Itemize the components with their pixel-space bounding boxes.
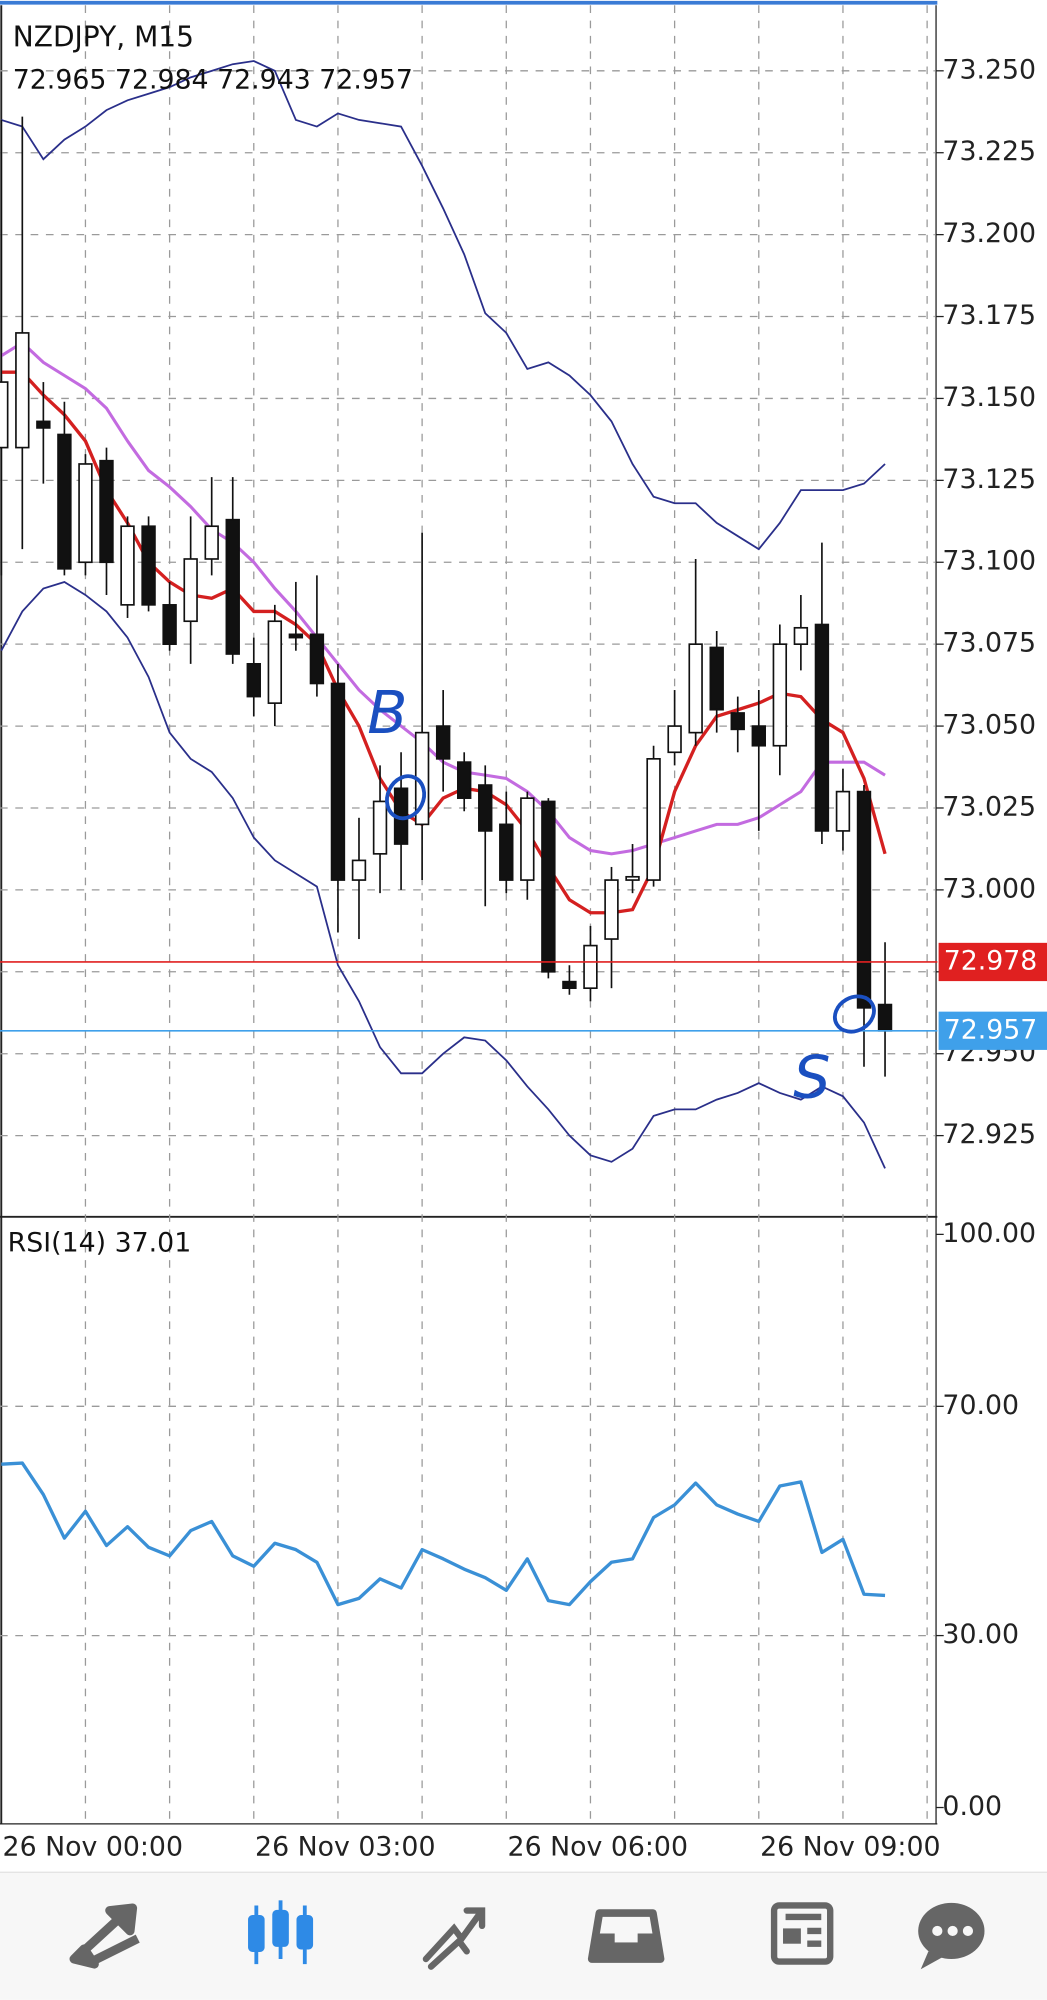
candle-body xyxy=(141,525,156,606)
candle-body xyxy=(162,604,177,645)
candle-body xyxy=(36,420,51,429)
y-tick-label: 73.175 xyxy=(942,300,1036,331)
candle-body xyxy=(267,620,283,704)
x-tick-label: 26 Nov 03:00 xyxy=(255,1832,435,1863)
candle-body xyxy=(246,662,261,698)
candle-body xyxy=(604,879,619,940)
candle-body xyxy=(877,1003,893,1032)
y-tick-label: 0.00 xyxy=(942,1791,1002,1822)
hand-circle xyxy=(385,774,427,821)
nav-history[interactable] xyxy=(587,1909,665,1963)
candle-body xyxy=(57,433,72,570)
candle-body xyxy=(204,525,219,560)
open-value: 72.965 xyxy=(13,64,107,95)
y-tick-label: 73.000 xyxy=(942,873,1036,904)
y-tick-label: 73.225 xyxy=(942,136,1036,167)
high-value: 72.984 xyxy=(115,64,209,95)
candle-body xyxy=(0,381,9,449)
candle-body xyxy=(814,623,830,832)
candle-body xyxy=(541,800,556,973)
nav-quotes[interactable] xyxy=(69,1903,140,1969)
candle-body xyxy=(646,758,661,881)
rsi-name: RSI(14) xyxy=(8,1227,106,1258)
nav-trade[interactable] xyxy=(422,1907,486,1970)
price-label-box xyxy=(938,1011,1047,1050)
y-tick-label: 73.100 xyxy=(942,546,1036,577)
grid xyxy=(0,5,935,1824)
candle-body xyxy=(625,875,640,881)
y-tick-label: 73.150 xyxy=(942,382,1036,413)
candle-body xyxy=(183,558,198,623)
low-value: 72.943 xyxy=(217,64,311,95)
y-tick-label: 73.125 xyxy=(942,464,1036,495)
candle-body xyxy=(478,784,493,832)
y-tick-label: 73.025 xyxy=(942,791,1036,822)
candle-body xyxy=(709,646,724,711)
nav-bar xyxy=(0,1871,1047,2000)
nav-chat[interactable] xyxy=(918,1902,985,1970)
y-tick-label: 30.00 xyxy=(942,1619,1019,1650)
candle-body xyxy=(667,725,682,754)
price-label: 72.957 xyxy=(944,1014,1038,1045)
rsi-title: RSI(14) 37.01 xyxy=(8,1227,192,1258)
candle-body xyxy=(583,944,598,990)
x-tick-label: 26 Nov 00:00 xyxy=(3,1832,183,1863)
y-tick-label: 73.050 xyxy=(942,710,1036,741)
marks xyxy=(0,60,938,1607)
close-value: 72.957 xyxy=(319,64,413,95)
hand-annotation: S xyxy=(793,1044,830,1112)
candle-body xyxy=(288,633,304,639)
rsi-line xyxy=(1,1461,886,1607)
indicator-line xyxy=(1,60,886,551)
y-tick-label: 73.075 xyxy=(942,628,1036,659)
candle-body xyxy=(225,518,240,655)
candle-body xyxy=(793,626,809,645)
labels: NZDJPY, M15 72.965 72.984 72.943 72.957 … xyxy=(3,20,1047,1863)
candle-body xyxy=(330,682,346,881)
candle-body xyxy=(456,761,472,799)
candle-body xyxy=(78,463,93,564)
rsi-value: 37.01 xyxy=(115,1227,192,1258)
candle-body xyxy=(688,643,703,734)
candle-body xyxy=(499,823,514,881)
candle-body xyxy=(856,790,872,1009)
y-tick-label: 72.925 xyxy=(942,1119,1036,1150)
y-tick-label: 73.200 xyxy=(942,218,1036,249)
candle-body xyxy=(120,525,135,606)
price-label: 72.978 xyxy=(944,945,1038,976)
candle-body xyxy=(372,800,388,855)
candle-body xyxy=(435,725,451,760)
ohlc-readout: 72.965 72.984 72.943 72.957 xyxy=(13,64,413,95)
candle-body xyxy=(99,459,114,564)
y-tick-label: 73.250 xyxy=(942,54,1036,85)
y-tick-label: 70.00 xyxy=(942,1390,1019,1421)
hand-annotation: B xyxy=(367,679,407,747)
candle-body xyxy=(15,332,30,449)
candle-body xyxy=(835,790,851,832)
candle-body xyxy=(351,859,367,881)
y-tick-label: 100.00 xyxy=(942,1218,1036,1249)
hand-circle xyxy=(833,994,876,1034)
candle-body xyxy=(772,643,788,747)
candle-body xyxy=(520,797,535,881)
x-tick-label: 26 Nov 09:00 xyxy=(760,1832,940,1863)
nav-news[interactable] xyxy=(770,1902,834,1965)
candle-body xyxy=(309,633,325,685)
nav-background xyxy=(0,1872,1047,2000)
x-tick-label: 26 Nov 06:00 xyxy=(508,1832,688,1863)
candle-body xyxy=(751,725,766,747)
indicator-line xyxy=(0,580,886,1169)
price-label-box xyxy=(938,942,1047,982)
nav-chart[interactable] xyxy=(248,1900,314,1965)
candle-body xyxy=(730,712,745,731)
symbol-title: NZDJPY, M15 xyxy=(13,20,194,53)
candle-body xyxy=(562,980,577,990)
